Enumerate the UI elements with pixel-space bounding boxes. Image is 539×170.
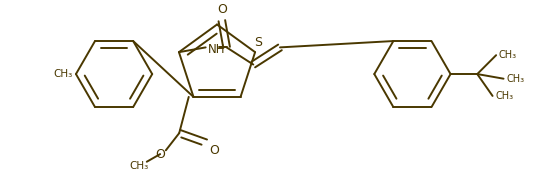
Text: O: O (217, 3, 227, 16)
Text: CH₃: CH₃ (53, 69, 72, 79)
Text: CH₃: CH₃ (507, 74, 524, 84)
Text: O: O (210, 144, 219, 157)
Text: NH: NH (208, 43, 225, 56)
Text: CH₃: CH₃ (495, 91, 514, 101)
Text: S: S (254, 36, 262, 49)
Text: O: O (155, 148, 165, 161)
Text: CH₃: CH₃ (129, 160, 149, 170)
Text: CH₃: CH₃ (499, 50, 517, 60)
